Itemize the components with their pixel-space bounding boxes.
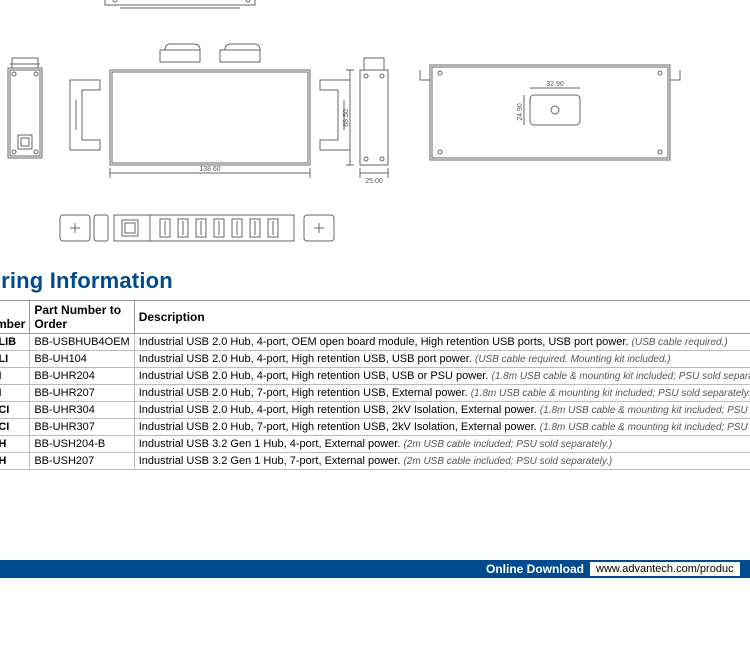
dim-height: 68.50 [343, 109, 350, 127]
cell-part: BB-USBHUB4OEM [30, 334, 134, 351]
table-row: 417CIBB-UHR307Industrial USB 2.0 Hub, 7-… [0, 419, 750, 436]
cell-desc: Industrial USB 2.0 Hub, 4-port, OEM open… [134, 334, 750, 351]
cell-part: BB-UHR304 [30, 402, 134, 419]
cell-part: BB-UHR207 [30, 385, 134, 402]
table-row: 414HBB-USH204-BIndustrial USB 3.2 Gen 1 … [0, 436, 750, 453]
table-row: 414CIBB-UHR304Industrial USB 2.0 Hub, 4-… [0, 402, 750, 419]
dim-slot-w: 32.90 [546, 81, 564, 88]
cell-model: 414LIB [0, 334, 30, 351]
cell-part: BB-UH104 [30, 351, 134, 368]
cell-model: 417CI [0, 419, 30, 436]
cell-part: BB-UHR204 [30, 368, 134, 385]
footer-bar: Online Download [0, 560, 750, 578]
cell-desc: Industrial USB 3.2 Gen 1 Hub, 7-port, Ex… [134, 453, 750, 470]
cell-model: 414H [0, 436, 30, 453]
online-download-label: Online Download [486, 562, 584, 576]
table-row: 417HBB-USH207Industrial USB 3.2 Gen 1 Hu… [0, 453, 750, 470]
cell-part: BB-USH204-B [30, 436, 134, 453]
table-row: 414IBB-UHR204Industrial USB 2.0 Hub, 4-p… [0, 368, 750, 385]
col-model: el Number [0, 301, 30, 334]
ordering-table: el Number Part Number to Order Descripti… [0, 300, 750, 470]
ordering-info-heading: dering Information [0, 260, 750, 300]
dim-width: 138.60 [199, 166, 221, 173]
cell-desc: Industrial USB 2.0 Hub, 4-port, High ret… [134, 368, 750, 385]
col-desc: Description [134, 301, 750, 334]
cell-model: 417I [0, 385, 30, 402]
cell-model: 417H [0, 453, 30, 470]
technical-drawings: 138.60 68.50 25.00 [0, 0, 750, 260]
dim-depth: 25.00 [365, 178, 383, 185]
cell-desc: Industrial USB 2.0 Hub, 4-port, High ret… [134, 402, 750, 419]
cell-desc: Industrial USB 3.2 Gen 1 Hub, 4-port, Ex… [134, 436, 750, 453]
table-row: 417IBB-UHR207Industrial USB 2.0 Hub, 7-p… [0, 385, 750, 402]
cell-model: 414CI [0, 402, 30, 419]
table-row: 414LIBBB-USBHUB4OEMIndustrial USB 2.0 Hu… [0, 334, 750, 351]
cell-desc: Industrial USB 2.0 Hub, 7-port, High ret… [134, 419, 750, 436]
cell-part: BB-USH207 [30, 453, 134, 470]
table-row: 414LIBB-UH104Industrial USB 2.0 Hub, 4-p… [0, 351, 750, 368]
col-part: Part Number to Order [30, 301, 134, 334]
cell-part: BB-UHR307 [30, 419, 134, 436]
cell-desc: Industrial USB 2.0 Hub, 4-port, High ret… [134, 351, 750, 368]
dim-slot-h: 24.90 [517, 103, 524, 121]
cell-model: 414I [0, 368, 30, 385]
cell-desc: Industrial USB 2.0 Hub, 7-port, High ret… [134, 385, 750, 402]
online-download-url[interactable] [590, 562, 740, 576]
cell-model: 414LI [0, 351, 30, 368]
